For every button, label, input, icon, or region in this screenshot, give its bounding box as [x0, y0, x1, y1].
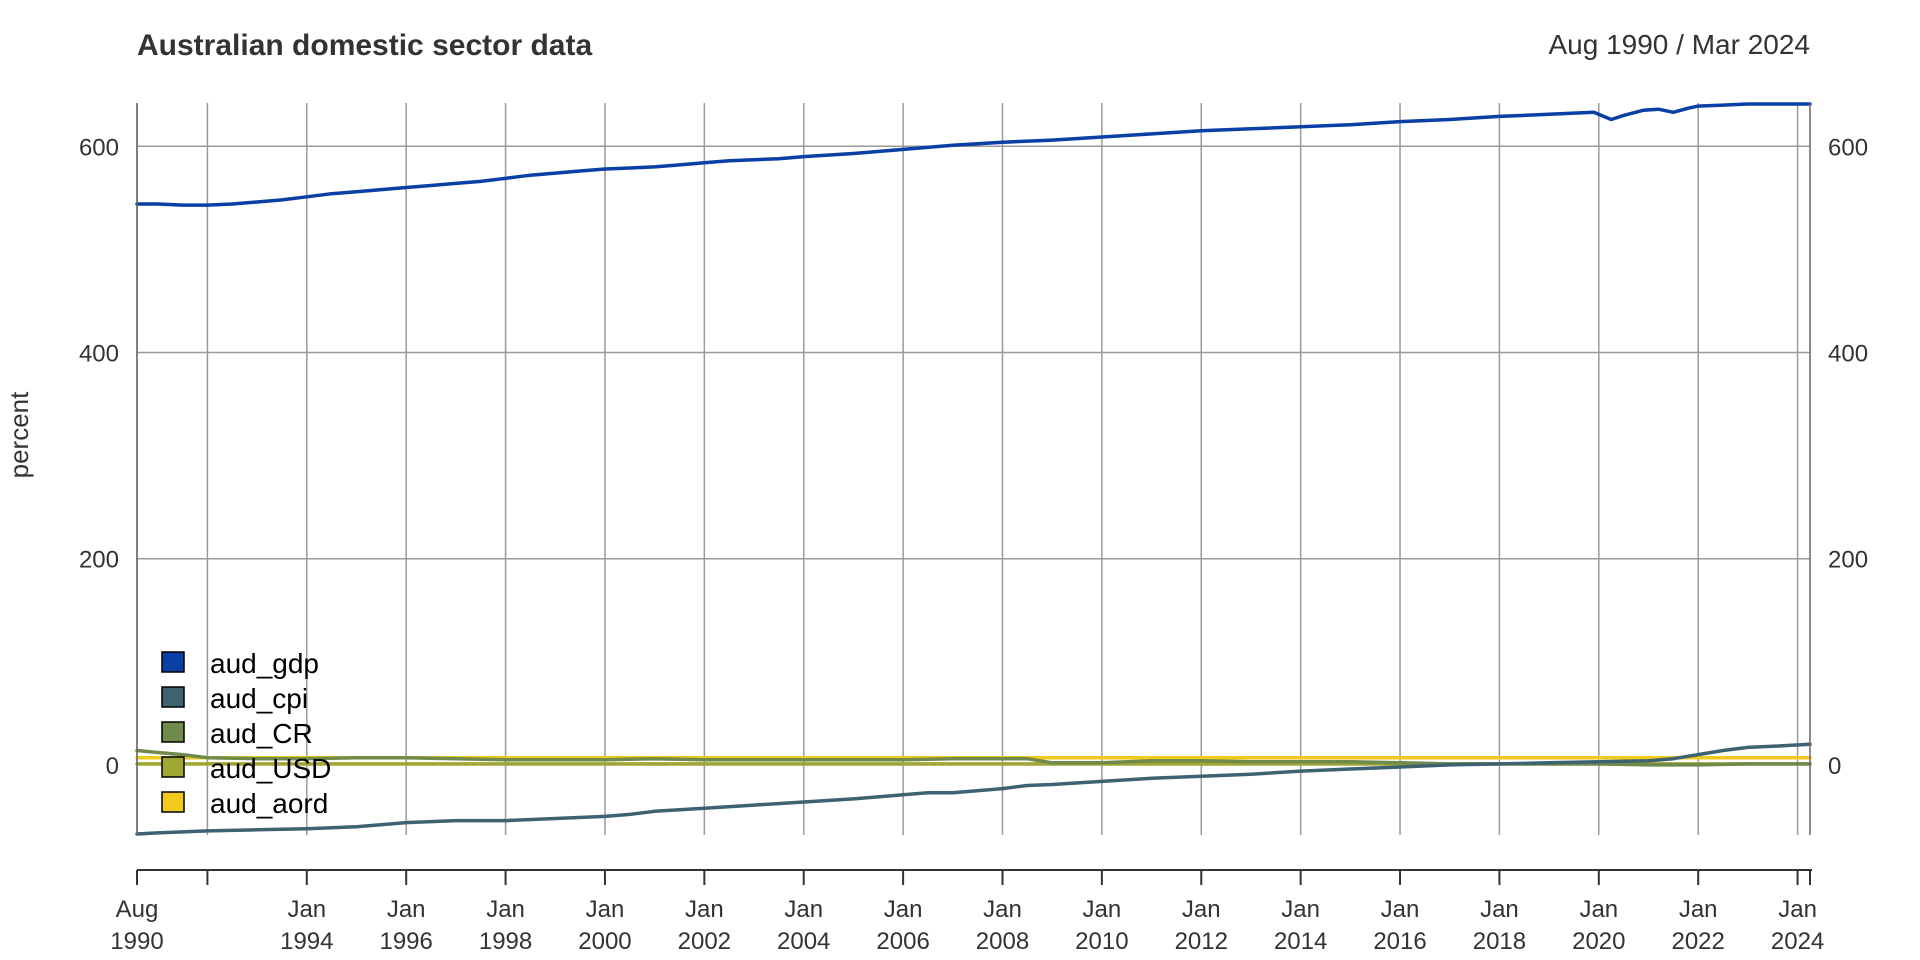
y-tick-label-right: 200 — [1828, 547, 1868, 574]
x-tick-label-year: 1996 — [379, 928, 432, 955]
x-tick-label-month: Jan — [586, 896, 625, 923]
legend-label-aud-cr: aud_CR — [210, 718, 313, 749]
x-tick-label-year: 2018 — [1473, 928, 1526, 955]
x-tick-label-year: 2020 — [1572, 928, 1625, 955]
x-tick-label-month: Jan — [884, 896, 923, 923]
series-lines — [135, 102, 1812, 836]
y-tick-label-left: 600 — [79, 134, 119, 161]
x-tick-label-month: Jan — [486, 896, 525, 923]
legend-swatch-aud-aord — [161, 791, 185, 813]
x-tick-label-year: 1998 — [479, 928, 532, 955]
x-tick-label-month: Jan — [1579, 896, 1618, 923]
x-tick-label-month: Jan — [1083, 896, 1122, 923]
y-tick-label-left: 200 — [79, 547, 119, 574]
x-tick-label-year: 1994 — [280, 928, 333, 955]
x-tick-label-year: 2016 — [1373, 928, 1426, 955]
x-tick-label-year: 2010 — [1075, 928, 1128, 955]
y-tick-label-left: 400 — [79, 340, 119, 367]
x-tick-label-year: 2006 — [876, 928, 929, 955]
x-tick-label-year: 2008 — [976, 928, 1029, 955]
x-tick-label-year: 2004 — [777, 928, 830, 955]
series-line-aud-cpi — [135, 742, 1812, 836]
x-tick-label-year: 2022 — [1671, 928, 1724, 955]
x-tick-label-month: Jan — [1480, 896, 1519, 923]
x-tick-label-year: 2024 — [1771, 928, 1824, 955]
tick-labels: 0 0 200 200 400 400 600 600 Aug 1990 Jan 1994 Jan 199… — [79, 134, 1868, 955]
axes — [136, 103, 1812, 885]
legend-swatch-aud-usd — [161, 756, 185, 778]
x-tick-label-year: 2000 — [578, 928, 631, 955]
x-tick-label-year: 2002 — [678, 928, 731, 955]
x-tick-label-year: 2014 — [1274, 928, 1327, 955]
x-tick-label-year: 1990 — [110, 928, 163, 955]
x-tick-label-month: Jan — [1778, 896, 1817, 923]
legend-swatch-aud-cr — [161, 721, 185, 743]
legend-label-aud-usd: aud_USD — [210, 753, 331, 784]
y-tick-label-left: 0 — [106, 753, 119, 780]
y-tick-label-right: 600 — [1828, 134, 1868, 161]
x-tick-label-month: Jan — [387, 896, 426, 923]
x-tick-label-year: 2012 — [1175, 928, 1228, 955]
x-tick-label-month: Jan — [784, 896, 823, 923]
y-tick-label-right: 0 — [1828, 753, 1841, 780]
x-tick-label-month: Jan — [287, 896, 326, 923]
date-range-label: Aug 1990 / Mar 2024 — [1548, 29, 1810, 60]
legend: aud_gdp aud_cpi aud_CR aud_USD aud_aord — [161, 648, 331, 819]
x-tick-label-month: Jan — [1679, 896, 1718, 923]
x-tick-label-month: Jan — [1281, 896, 1320, 923]
legend-swatch-aud-cpi — [161, 686, 185, 708]
y-tick-label-right: 400 — [1828, 340, 1868, 367]
y-axis-label: percent — [4, 391, 34, 478]
gridlines — [136, 103, 1810, 835]
x-tick-label-month: Jan — [1182, 896, 1221, 923]
legend-swatch-aud-gdp — [161, 651, 185, 673]
series-line-aud-gdp — [135, 102, 1812, 207]
x-tick-label-month: Jan — [1381, 896, 1420, 923]
chart-title: Australian domestic sector data — [137, 29, 592, 62]
x-tick-label-month: Jan — [983, 896, 1022, 923]
x-tick-label-month: Jan — [685, 896, 724, 923]
legend-label-aud-aord: aud_aord — [210, 788, 328, 819]
legend-label-aud-gdp: aud_gdp — [210, 648, 319, 679]
legend-label-aud-cpi: aud_cpi — [210, 683, 308, 714]
x-tick-label-month: Aug — [116, 896, 159, 923]
